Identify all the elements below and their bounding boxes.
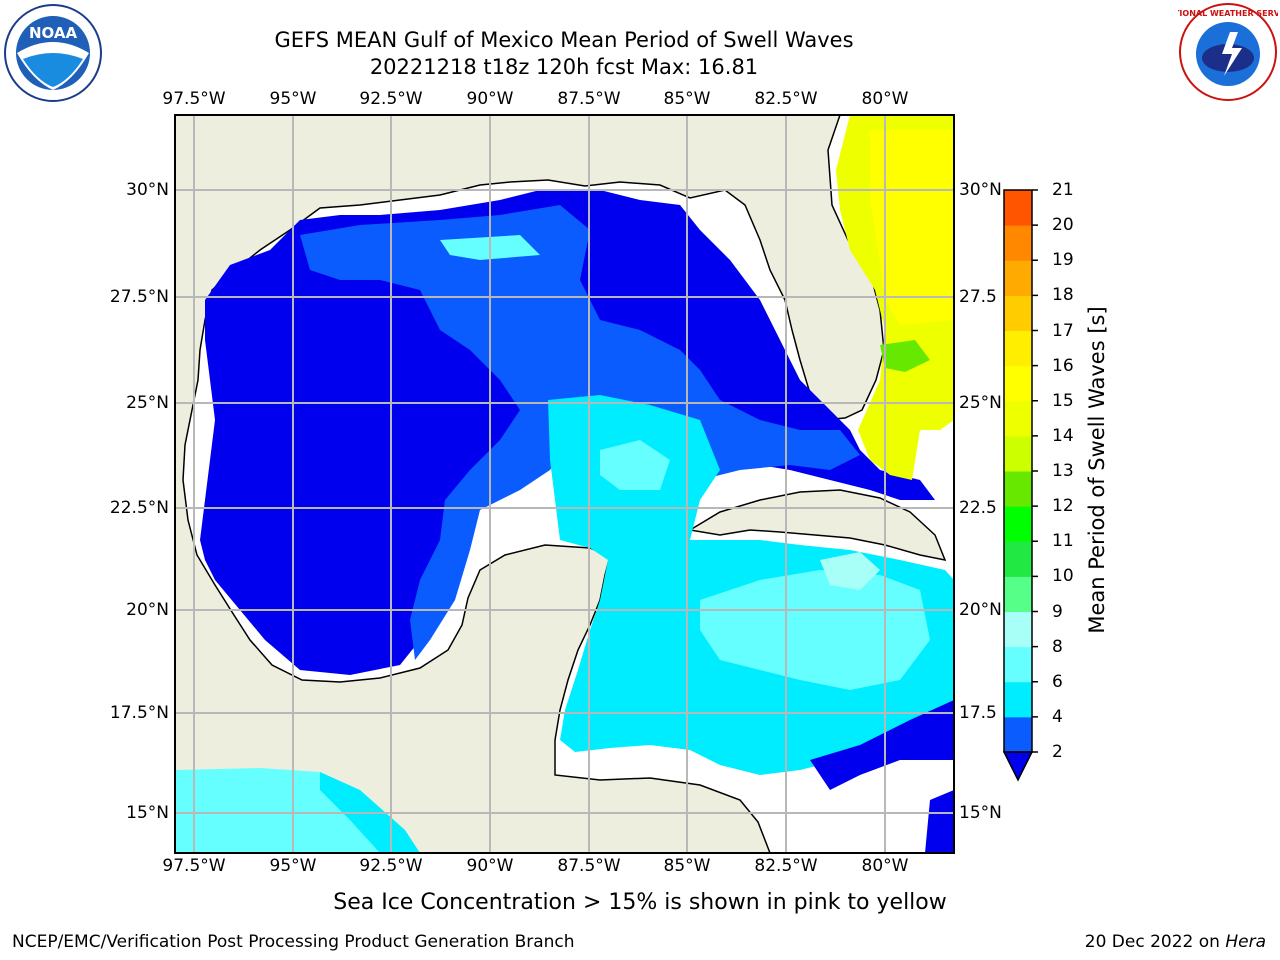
datestamp-text: 20 Dec 2022 on bbox=[1084, 932, 1226, 952]
colorbar-segment bbox=[1004, 576, 1032, 612]
colorbar-tick-label: 12 bbox=[1052, 496, 1074, 517]
colorbar-tick-label: 2 bbox=[1052, 742, 1063, 762]
colorbar-segment bbox=[1004, 260, 1032, 296]
lon-label-top: 95°W bbox=[269, 89, 317, 109]
colorbar-tick-label: 21 bbox=[1052, 180, 1074, 200]
colorbar-segment bbox=[1004, 295, 1032, 331]
colorbar-segment bbox=[1004, 646, 1032, 683]
lat-label-right: 20°N bbox=[959, 600, 1002, 620]
lon-label-top: 85°W bbox=[663, 89, 711, 109]
colorbar-segment bbox=[1004, 365, 1032, 402]
graticule bbox=[175, 115, 954, 853]
swell-region-atlantic-green bbox=[880, 340, 930, 372]
colorbar-segment bbox=[1004, 225, 1032, 261]
colorbar-segment bbox=[1004, 330, 1032, 367]
colorbar-under-triangle bbox=[1002, 751, 1034, 782]
lat-label-right: 17.5 bbox=[959, 703, 997, 723]
lon-label-top: 87.5°W bbox=[557, 89, 621, 109]
nws-logo-text: NATIONAL WEATHER SERVICE bbox=[1178, 9, 1278, 18]
lat-label-right: 15°N bbox=[959, 803, 1002, 823]
colorbar-tick-label: 4 bbox=[1052, 706, 1063, 727]
lon-label-bottom: 87.5°W bbox=[557, 856, 621, 876]
sea-ice-note-text: Sea Ice Concentration > 15% is shown in … bbox=[333, 890, 947, 915]
noaa-logo-text: NOAA bbox=[29, 24, 78, 42]
swell-region-light bbox=[440, 235, 930, 690]
map-frame bbox=[174, 114, 955, 854]
swell-region-dark bbox=[200, 190, 935, 675]
colorbar-title: Mean Period of Swell Waves [s] bbox=[1085, 306, 1109, 634]
colorbar-segment bbox=[1004, 611, 1032, 648]
colorbar-tick-label: 9 bbox=[1052, 601, 1063, 622]
lon-label-bottom: 85°W bbox=[663, 856, 711, 876]
colorbar-tick-label: 20 bbox=[1052, 215, 1074, 236]
lon-label-top: 80°W bbox=[861, 89, 909, 109]
sea-ice-note: Sea Ice Concentration > 15% is shown in … bbox=[0, 890, 1280, 915]
colorbar-tick-label: 13 bbox=[1052, 461, 1074, 481]
lat-label-left: 17.5°N bbox=[109, 703, 169, 723]
colorbar-tick-label: 11 bbox=[1052, 531, 1074, 552]
swell-region-caribbean-south bbox=[810, 700, 954, 853]
lat-label-left: 20°N bbox=[126, 600, 169, 620]
swell-region-atlantic-high bbox=[870, 130, 954, 325]
colorbar-segment bbox=[1004, 541, 1032, 577]
colorbar-tick-label: 17 bbox=[1052, 320, 1074, 341]
colorbar-segment bbox=[1004, 435, 1032, 472]
lon-label-top: 97.5°W bbox=[162, 89, 226, 109]
lat-label-right: 22.5 bbox=[959, 498, 997, 518]
colorbar-tick-label: 8 bbox=[1052, 636, 1063, 657]
lon-label-bottom: 92.5°W bbox=[359, 856, 423, 876]
lat-label-left: 22.5°N bbox=[109, 498, 169, 518]
nws-logo: NATIONAL WEATHER SERVICE bbox=[1162, 2, 1280, 102]
lon-label-top: 82.5°W bbox=[754, 89, 818, 109]
lon-label-bottom: 95°W bbox=[269, 856, 317, 876]
lon-label-bottom: 82.5°W bbox=[754, 856, 818, 876]
lat-label-left: 25°N bbox=[126, 393, 169, 413]
swell-region-pacific bbox=[175, 768, 420, 853]
lon-label-bottom: 80°W bbox=[861, 856, 909, 876]
lat-label-right: 27.5 bbox=[959, 287, 997, 307]
colorbar-tick-label: 6 bbox=[1052, 671, 1063, 692]
credit-line: NCEP/EMC/Verification Post Processing Pr… bbox=[12, 932, 575, 952]
colorbar-tick-label: 18 bbox=[1052, 285, 1074, 306]
lat-label-left: 27.5°N bbox=[109, 287, 169, 307]
datestamp-machine: Hera bbox=[1225, 932, 1266, 952]
chart-subtitle-run: 20221218 t18z 120h fcst Max: 16.81 bbox=[369, 55, 759, 79]
colorbar-segment bbox=[1004, 681, 1032, 718]
lon-label-top: 90°W bbox=[466, 89, 514, 109]
colorbar-tick-label: 14 bbox=[1052, 425, 1074, 446]
colorbar-segment bbox=[1004, 400, 1032, 437]
colorbar-segment bbox=[1004, 190, 1032, 226]
noaa-logo: NOAA bbox=[3, 3, 103, 103]
lat-label-left: 15°N bbox=[126, 803, 169, 823]
swell-region-pale bbox=[820, 552, 880, 590]
lon-label-bottom: 90°W bbox=[466, 856, 514, 876]
lon-label-bottom: 97.5°W bbox=[162, 856, 226, 876]
colorbar-tick-label: 10 bbox=[1052, 566, 1074, 587]
colorbar-segment bbox=[1004, 716, 1032, 753]
colorbar-tick-label: 16 bbox=[1052, 355, 1074, 376]
lat-label-left: 30°N bbox=[126, 180, 169, 200]
chart-title: GEFS MEAN Gulf of Mexico Mean Period of … bbox=[274, 28, 854, 52]
lon-label-top: 92.5°W bbox=[359, 89, 423, 109]
colorbar-tick-label: 19 bbox=[1052, 250, 1074, 271]
colorbar-segment bbox=[1004, 506, 1032, 542]
datestamp: 20 Dec 2022 on Hera bbox=[1085, 932, 1266, 952]
colorbar-tick-label: 15 bbox=[1052, 390, 1074, 411]
colorbar-segment bbox=[1004, 471, 1032, 507]
lat-label-right: 25°N bbox=[959, 393, 1002, 413]
lat-label-right: 30°N bbox=[959, 180, 1002, 200]
